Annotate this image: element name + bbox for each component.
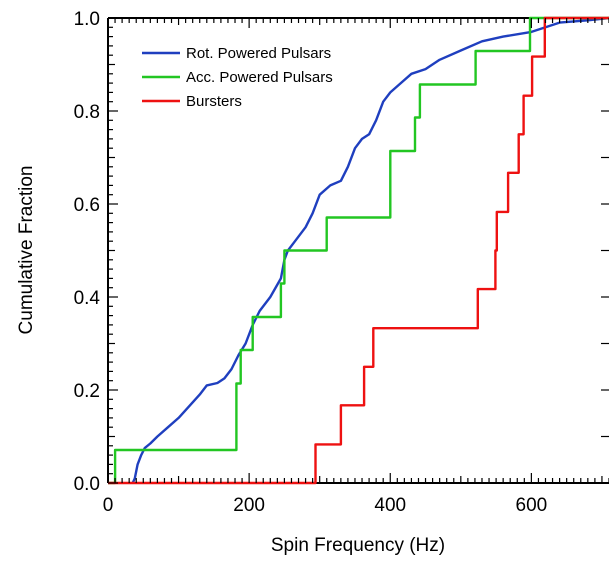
ticks-layer [107,17,609,484]
series-line-acc-powered-pulsars [108,16,609,485]
y-tick-label: 0.4 [74,288,101,309]
y-tick-label: 0.2 [74,381,100,402]
x-axis-title: Spin Frequency (Hz) [271,535,445,556]
tick-labels-layer: 0 200 400 600 0.0 0.2 0.4 0.6 0.8 1.0 [74,9,548,516]
legend-label-rot-powered-pulsars: Rot. Powered Pulsars [186,45,331,62]
legend: Rot. Powered Pulsars Acc. Powered Pulsars… [142,45,333,110]
series-layer [108,16,609,485]
x-tick-label: 400 [374,495,406,516]
series-line-bursters [108,16,609,485]
x-tick-label: 0 [103,495,114,516]
x-tick-label: 200 [233,495,265,516]
y-tick-label: 0.6 [74,195,100,216]
series-line-rot-powered-pulsars [131,16,609,484]
y-axis-title: Cumulative Fraction [16,166,37,335]
y-tick-label: 1.0 [74,9,100,30]
legend-label-acc-powered-pulsars: Acc. Powered Pulsars [186,69,333,86]
y-tick-label: 0.0 [74,474,100,495]
y-tick-label: 0.8 [74,102,100,123]
x-tick-label: 600 [516,495,548,516]
legend-label-bursters: Bursters [186,93,242,110]
